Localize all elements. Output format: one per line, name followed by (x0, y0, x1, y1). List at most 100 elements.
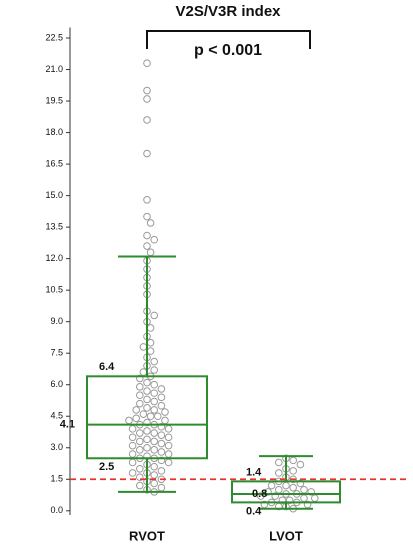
data-point (157, 467, 166, 475)
data-point (164, 433, 173, 442)
data-point (128, 469, 137, 477)
data-point (136, 464, 144, 473)
chart-title: V2S/V3R index (175, 3, 281, 20)
y-tick-label: 4.5 (50, 411, 63, 421)
y-tick-label: 7.5 (50, 348, 63, 358)
data-point (146, 248, 155, 257)
data-point (132, 406, 140, 414)
data-point (125, 416, 133, 425)
data-point (157, 385, 166, 393)
y-tick-label: 19.5 (45, 95, 63, 105)
data-point (146, 347, 155, 355)
data-point (143, 116, 151, 124)
y-tick-label: 12.0 (45, 253, 63, 263)
y-tick-label: 15.0 (45, 190, 63, 200)
data-point (136, 429, 144, 437)
data-point (157, 483, 166, 492)
data-point (143, 427, 151, 435)
median-label: 0.8 (252, 488, 267, 500)
data-point (150, 380, 158, 389)
data-point (275, 485, 283, 494)
p-value: p < 0.001 (194, 42, 262, 59)
q3-label: 1.4 (246, 466, 262, 478)
data-point (275, 469, 283, 477)
data-point (275, 458, 283, 467)
data-point (143, 59, 151, 68)
box (86, 375, 208, 460)
data-point (143, 395, 151, 404)
data-point (267, 481, 276, 490)
data-point (143, 443, 151, 452)
data-point (143, 149, 151, 158)
data-point (143, 212, 151, 221)
data-point (150, 406, 158, 414)
data-point (143, 95, 151, 103)
data-point (157, 401, 166, 410)
data-point (146, 412, 155, 421)
data-point (150, 311, 158, 320)
data-point (289, 456, 298, 465)
data-point (132, 414, 140, 423)
data-point (136, 399, 144, 408)
data-point (136, 391, 144, 400)
data-point (300, 494, 308, 502)
data-point (146, 338, 155, 347)
data-point (300, 485, 308, 494)
data-point (143, 86, 151, 95)
data-point (150, 357, 158, 366)
x-tick-label: RVOT (129, 528, 165, 543)
data-point (150, 437, 158, 446)
data-point (143, 404, 151, 412)
y-tick-label: 18.0 (45, 127, 63, 137)
significance-bracket (146, 30, 311, 49)
median-label: 4.1 (60, 419, 75, 431)
data-point (139, 410, 148, 418)
y-tick-label: 9.0 (50, 316, 63, 326)
data-point (164, 425, 173, 433)
data-point (150, 429, 158, 437)
data-point (150, 235, 158, 244)
y-tick-label: 22.5 (45, 32, 63, 42)
data-point (157, 393, 166, 402)
box (231, 480, 341, 504)
y-tick-label: 1.5 (50, 474, 63, 484)
data-point (164, 441, 173, 450)
data-point (128, 425, 137, 433)
data-point (150, 462, 158, 471)
data-point (157, 439, 166, 448)
data-point (143, 435, 151, 444)
data-point (136, 446, 144, 454)
q1-label: 2.5 (99, 461, 114, 473)
data-point (139, 343, 148, 351)
data-point (150, 479, 158, 488)
data-point (154, 412, 162, 421)
data-point (136, 437, 144, 446)
x-tick-label: LVOT (269, 528, 303, 543)
y-tick-label: 0.0 (50, 505, 63, 515)
data-point (143, 231, 151, 240)
data-point (150, 397, 158, 406)
data-point (150, 366, 158, 374)
data-point (161, 416, 169, 425)
data-point (296, 460, 305, 469)
data-point (136, 481, 144, 490)
data-point (128, 450, 137, 458)
data-point (128, 441, 137, 450)
q1-label: 0.4 (246, 505, 262, 517)
data-point (157, 448, 166, 456)
data-point (143, 242, 151, 250)
data-point (143, 387, 151, 395)
data-point (311, 494, 319, 502)
data-point (146, 219, 155, 227)
data-point (128, 458, 137, 467)
y-tick-label: 6.0 (50, 379, 63, 389)
data-point (150, 446, 158, 454)
data-point (289, 467, 298, 475)
y-tick-label: 16.5 (45, 158, 63, 168)
data-point (143, 196, 151, 204)
y-tick-label: 3.0 (50, 442, 63, 452)
data-point (164, 458, 173, 467)
data-point (289, 483, 298, 492)
data-point (128, 433, 137, 442)
